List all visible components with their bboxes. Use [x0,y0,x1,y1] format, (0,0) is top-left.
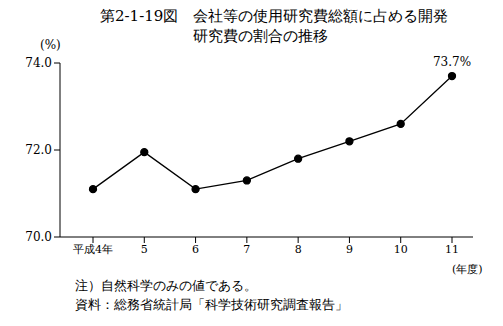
svg-text:9: 9 [346,243,353,256]
svg-text:70.0: 70.0 [25,230,52,244]
svg-text:73.7%: 73.7% [433,55,471,69]
svg-text:10: 10 [394,243,408,256]
svg-text:平成4年: 平成4年 [73,243,113,256]
svg-text:6: 6 [192,243,199,256]
svg-text:7: 7 [243,243,250,256]
html-text:(年度): (年度) [452,263,483,276]
html-text:資料：総務省統計局「科学技術研究調査報告」: 資料：総務省統計局「科学技術研究調査報告」 [75,297,348,312]
svg-text:72.0: 72.0 [25,143,52,157]
svg-text:11: 11 [445,243,459,256]
svg-text:74.0: 74.0 [25,56,52,70]
svg-text:5: 5 [141,243,148,256]
html-text:第2-1-19図会社等の使用研究費総額に占める開発研究費の割: 第2-1-19図会社等の使用研究費総額に占める開発研究費の割合の推移 [100,7,449,45]
svg-text:8: 8 [295,243,302,256]
html-text:注）自然科学のみの値である。: 注）自然科学のみの値である。 [75,278,257,293]
